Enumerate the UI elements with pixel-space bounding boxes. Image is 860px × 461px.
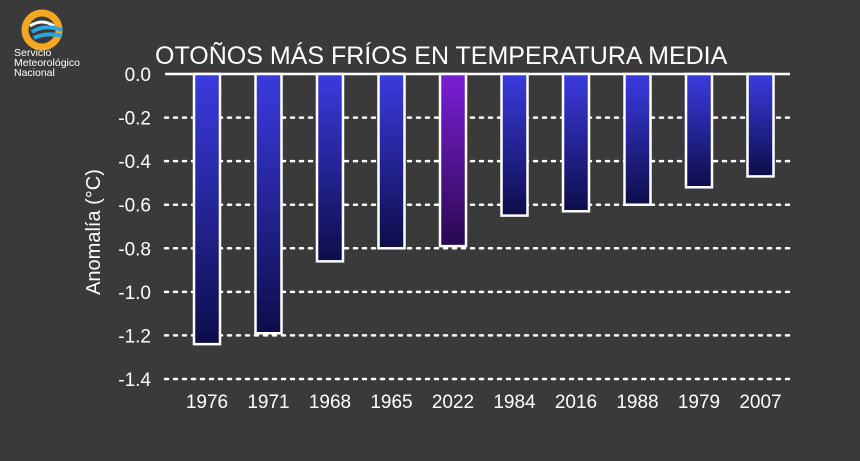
- chart-title: OTOÑOS MÁS FRÍOS EN TEMPERATURA MEDIA: [155, 41, 728, 70]
- y-tick-label: -0.4: [118, 152, 151, 173]
- x-tick-label: 2022: [432, 392, 474, 413]
- bars: [192, 72, 775, 346]
- organization-line: Meteorológico: [14, 57, 80, 69]
- y-tick-label: -0.8: [118, 239, 151, 260]
- bar-1984: [500, 72, 529, 217]
- x-tick-label: 2007: [739, 392, 781, 413]
- bar-1979: [684, 72, 714, 189]
- bar-1988: [623, 72, 652, 206]
- x-tick-label: 1971: [247, 392, 289, 413]
- bar-2007: [746, 72, 775, 178]
- organization-line: Nacional: [14, 67, 55, 79]
- x-axis-ticks: 1976 1971 1968 1965 2022 1984 2016 1988 1979 2007: [186, 392, 782, 413]
- x-tick-label: 1968: [309, 392, 351, 413]
- y-tick-label: -1.4: [118, 370, 151, 391]
- bar-1965: [377, 72, 406, 250]
- organization-name: Servicio Meteorológico Nacional: [14, 47, 80, 79]
- x-tick-label: 2016: [555, 392, 597, 413]
- bar-1968: [315, 72, 345, 263]
- x-tick-label: 1979: [678, 392, 720, 413]
- x-tick-label: 1988: [616, 392, 658, 413]
- y-tick-label: -1.2: [118, 326, 151, 347]
- x-tick-label: 1976: [186, 392, 228, 413]
- y-tick-label: -0.2: [118, 109, 151, 130]
- organization-line: Servicio: [14, 47, 52, 59]
- smn-logo-icon: [21, 9, 63, 51]
- y-axis-ticks: 0.0 -0.2 -0.4 -0.6 -0.8 -1.0 -1.2 -1.4: [118, 65, 151, 391]
- y-tick-label: -0.6: [118, 196, 151, 217]
- bar-2016: [561, 72, 591, 213]
- x-tick-label: 1984: [493, 392, 536, 413]
- y-tick-label: -1.0: [118, 283, 151, 304]
- y-axis-label: Anomalía (°C): [83, 169, 105, 295]
- bar-2022: [438, 72, 468, 248]
- bar-1976: [192, 72, 222, 346]
- y-tick-label: 0.0: [125, 65, 151, 86]
- x-tick-label: 1965: [370, 392, 412, 413]
- bar-1971: [254, 72, 283, 335]
